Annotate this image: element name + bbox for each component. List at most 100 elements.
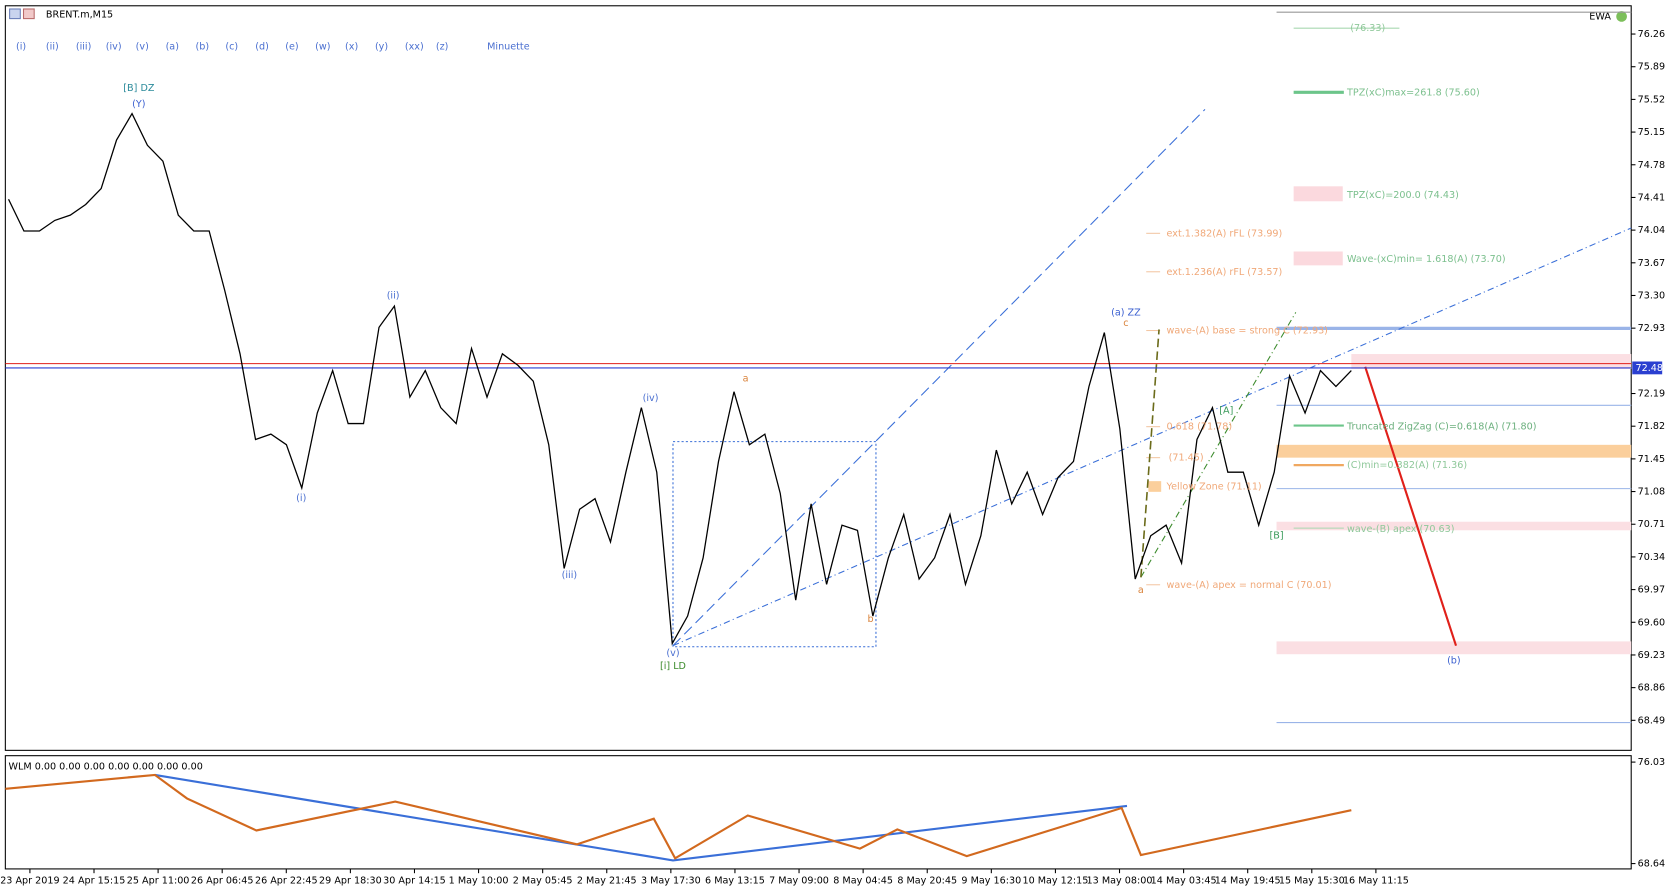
current-price-tag [1632, 361, 1663, 375]
wave-button[interactable]: Minuette [487, 41, 530, 52]
wave-label: (Y) [132, 99, 145, 110]
y-tick-label: 69.23 [1638, 650, 1666, 661]
y-tick-label: 71.45 [1638, 454, 1666, 465]
level-label: Wave-(xC)min= 1.618(A) (73.70) [1347, 254, 1506, 265]
level-label: ext.1.382(A) rFL (73.99) [1167, 228, 1283, 239]
fib-ticks [1146, 232, 1161, 586]
main-frame [4, 5, 1632, 751]
wave-label: c [1123, 318, 1128, 329]
level-label: TPZ(xC)=200.0 (74.43) [1346, 190, 1459, 201]
level-label: 0.618 (71.78) [1167, 422, 1233, 433]
x-tick-label: 25 Apr 11:00 [127, 876, 190, 887]
zone [1293, 186, 1343, 202]
indicator-tick-label: 76.03 [1638, 757, 1666, 768]
wave-button[interactable]: (b) [195, 41, 209, 52]
wave-label: (iii) [562, 570, 578, 581]
wave-button[interactable]: (xx) [405, 41, 424, 52]
wave-label: a [743, 374, 749, 385]
wave-label: [A] [1219, 406, 1233, 417]
indicator-name: EWA [1589, 11, 1611, 22]
current-price-label: 72.48 [1635, 363, 1663, 374]
zone [1276, 444, 1632, 458]
level-label: (71.45) [1169, 453, 1204, 464]
wave-button[interactable]: (e) [285, 41, 298, 52]
wave-button[interactable]: (c) [225, 41, 238, 52]
y-tick-label: 74.04 [1638, 225, 1666, 236]
price-line [7, 112, 1352, 646]
x-tick-label: 10 May 12:15 [1022, 876, 1088, 887]
x-tick-label: 2 May 05:45 [513, 876, 573, 887]
wave-button[interactable]: (y) [375, 41, 388, 52]
level-label: (76.33) [1350, 23, 1385, 34]
wave-button[interactable]: (iv) [106, 41, 122, 52]
wave-label: [B] DZ [123, 83, 155, 94]
wave-button[interactable]: (v) [136, 41, 149, 52]
x-tick-label: 14 May 19:45 [1215, 876, 1281, 887]
wave-button[interactable]: (z) [436, 41, 449, 52]
y-tick-label: 73.30 [1638, 290, 1666, 301]
x-tick-label: 8 May 04:45 [833, 876, 893, 887]
x-tick-label: 14 May 03:45 [1151, 876, 1217, 887]
level-label: ext.1.236(A) rFL (73.57) [1167, 267, 1283, 278]
indicator-tick-label: 68.64 [1638, 859, 1666, 870]
y-tick-label: 68.49 [1638, 715, 1666, 726]
level-label: Yellow Zone (71.11) [1166, 481, 1262, 492]
wave-label: (v) [666, 648, 679, 659]
indicator-zigzag [5, 773, 1352, 860]
y-tick-label: 73.67 [1638, 258, 1666, 269]
y-tick-label: 72.19 [1638, 389, 1666, 400]
x-tick-label: 26 Apr 06:45 [191, 876, 254, 887]
zone [1148, 481, 1162, 492]
wave-label: (ii) [387, 290, 400, 301]
wave-label: (i) [296, 493, 306, 504]
wave-label: (a) ZZ [1111, 307, 1141, 318]
zone [1276, 521, 1632, 531]
level-label: wave-(A) apex = normal C (70.01) [1167, 580, 1332, 591]
x-tick-label: 29 Apr 18:30 [319, 876, 382, 887]
indicator-zigzag [154, 773, 1128, 862]
wave-label: [B] [1269, 531, 1283, 542]
trend-line [672, 109, 1206, 647]
wave-button[interactable]: (iii) [76, 41, 92, 52]
trend-line [1140, 312, 1297, 578]
zone [1276, 641, 1632, 655]
x-tick-label: 13 May 08:00 [1087, 876, 1153, 887]
wave-button[interactable]: (ii) [46, 41, 59, 52]
wave-button[interactable]: (x) [345, 41, 358, 52]
y-tick-label: 70.71 [1638, 519, 1666, 530]
y-tick-label: 69.60 [1638, 617, 1666, 628]
trend-line [1140, 329, 1160, 578]
level-label: (C)min=0.382(A) (71.36) [1347, 460, 1467, 471]
y-tick-label: 68.86 [1638, 683, 1666, 694]
window-icon[interactable] [22, 8, 35, 20]
wave-label: (b) [1447, 656, 1461, 667]
y-tick-label: 69.97 [1638, 585, 1666, 596]
wave-label: (iv) [643, 393, 659, 404]
x-tick-label: 16 May 11:15 [1343, 876, 1409, 887]
y-tick-label: 70.34 [1638, 552, 1666, 563]
wave-label: [i] LD [660, 661, 686, 672]
level-label: wave-(A) base = strong C (72.93) [1167, 326, 1328, 337]
wave-button[interactable]: (a) [166, 41, 179, 52]
projection-line [1364, 366, 1458, 646]
indicator-frame [4, 755, 1632, 870]
wave-button[interactable]: (d) [255, 41, 269, 52]
wave-label: a [1138, 585, 1144, 596]
x-tick-label: 9 May 16:30 [961, 876, 1021, 887]
indicator-icon [1616, 11, 1627, 22]
drawings [5, 11, 1632, 862]
x-tick-label: 1 May 10:00 [449, 876, 509, 887]
y-tick-label: 75.52 [1638, 94, 1666, 105]
x-tick-label: 30 Apr 14:15 [383, 876, 446, 887]
zone [1293, 251, 1343, 266]
x-tick-label: 7 May 09:00 [769, 876, 829, 887]
y-tick-label: 75.89 [1638, 62, 1666, 73]
trend-line [672, 227, 1632, 647]
x-tick-label: 23 Apr 2019 [0, 876, 59, 887]
x-tick-label: 2 May 21:45 [577, 876, 637, 887]
wave-button[interactable]: (w) [315, 41, 330, 52]
wave-button[interactable]: (i) [16, 41, 26, 52]
window-icon[interactable] [9, 8, 21, 20]
